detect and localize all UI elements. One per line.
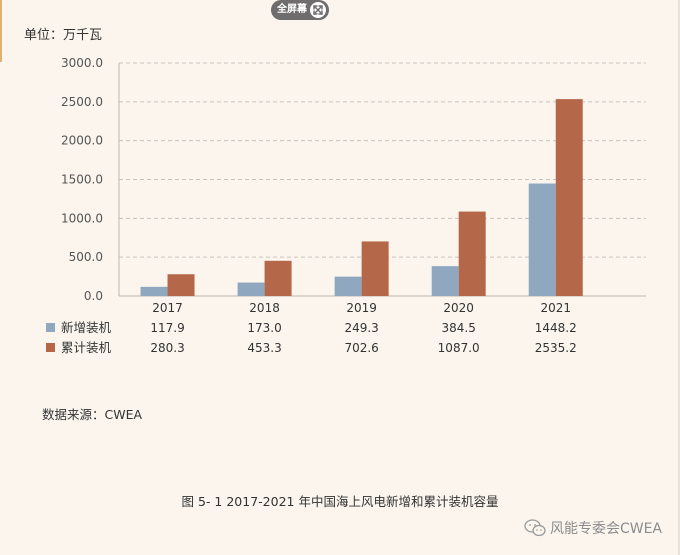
bar-new-2020 [431,266,459,296]
y-tick-label: 1500.0 [61,173,103,187]
unit-label: 单位：万千瓦 [24,28,103,43]
left-edge-accent [0,0,2,62]
table-value-cumulative-2017: 280.3 [150,341,184,355]
bar-cumulative-2017 [167,274,195,296]
table-value-new-2018: 173.0 [247,321,281,335]
y-tick-label: 2000.0 [61,134,103,148]
x-tick-label: 2018 [249,301,280,315]
bar-cumulative-2020 [458,211,486,296]
y-tick-label: 0.0 [84,289,103,303]
bar-new-2017 [140,286,168,296]
table-value-new-2020: 384.5 [442,321,476,335]
figure-caption: 图 5- 1 2017-2021 年中国海上风电新增和累计装机容量 [181,494,499,509]
legend-swatch-cumulative [46,343,55,352]
table-value-cumulative-2020: 1087.0 [438,341,480,355]
bar-new-2018 [237,282,265,296]
fullscreen-label: 全屏幕 [277,4,307,15]
table-value-new-2021: 1448.2 [535,321,577,335]
table-value-new-2019: 249.3 [344,321,378,335]
y-tick-label: 1000.0 [61,211,103,225]
bar-cumulative-2019 [361,241,389,296]
legend-swatch-new [46,323,55,332]
watermark: 风能专委会CWEA [524,518,662,538]
bar-new-2021 [528,183,556,296]
table-value-cumulative-2019: 702.6 [344,341,378,355]
bar-cumulative-2018 [264,260,292,296]
bar-chart: 0.0 500.0 1000.0 1500.0 2000.0 2500.0 3000.0 11… [46,56,646,355]
y-tick-label: 2500.0 [61,95,103,109]
right-edge-divider [678,0,680,555]
bar-cumulative-2021 [555,99,583,297]
x-tick-label: 2019 [346,301,377,315]
wechat-icon [524,519,546,537]
y-tick-label: 3000.0 [61,56,103,70]
x-tick-label: 2021 [540,301,571,315]
crossed-arrows-icon [310,2,326,18]
y-tick-label: 500.0 [69,250,103,264]
table-value-cumulative-2021: 2535.2 [535,341,577,355]
bar-new-2019 [334,276,362,296]
legend-label-cumulative: 累计装机 [61,340,112,355]
legend-label-new: 新增装机 [61,320,112,335]
x-tick-label: 2017 [152,301,183,315]
table-value-cumulative-2018: 453.3 [247,341,281,355]
x-tick-label: 2020 [443,301,474,315]
data-source-label: 数据来源：CWEA [42,407,143,422]
fullscreen-button[interactable]: 全屏幕 [271,0,329,20]
table-value-new-2017: 117.9 [150,321,184,335]
watermark-text: 风能专委会CWEA [549,521,662,537]
